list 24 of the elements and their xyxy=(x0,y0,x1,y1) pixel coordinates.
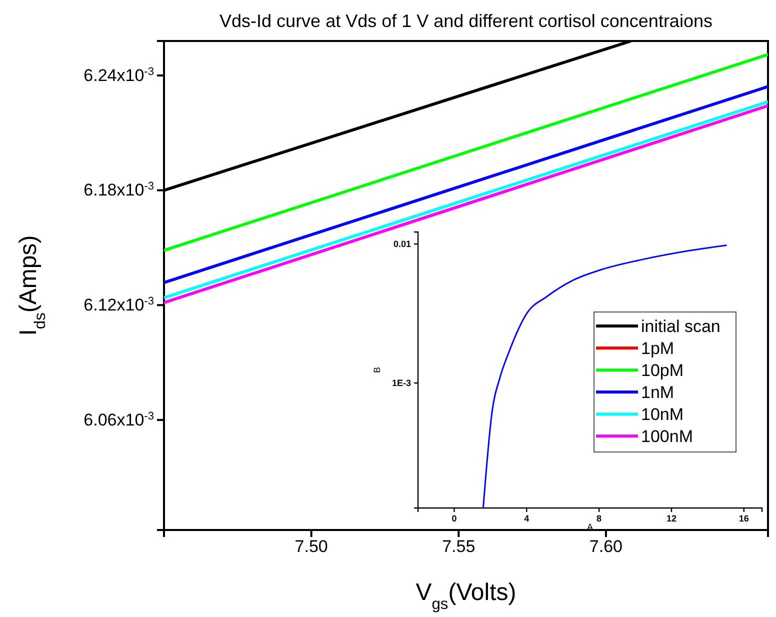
y-tick-label: 6.24x10$^{-3}$ xyxy=(84,66,154,85)
y-tick-label: 0.01 xyxy=(393,238,411,249)
y-tick-label: 6.12x10$^{-3}$ xyxy=(84,296,154,315)
legend-label: 10pM xyxy=(641,361,684,380)
legend-label: 1nM xyxy=(641,383,674,402)
legend-label: 1pM xyxy=(641,339,674,358)
x-tick-label: 7.60 xyxy=(589,537,622,556)
line-series xyxy=(482,244,728,508)
y-tick-label: 1E-3 xyxy=(392,378,411,388)
y-tick-label: 6.06x10$^{-3}$ xyxy=(84,410,154,430)
x-tick-label: 8 xyxy=(596,513,602,524)
y-axis-title: B xyxy=(372,366,382,374)
chart-title: Vds-Id curve at Vds of 1 V and different cortisol concentraions xyxy=(220,11,712,31)
y-tick-label: 6.18x10$^{-3}$ xyxy=(84,180,154,200)
x-tick-label: 4 xyxy=(524,513,530,524)
legend-label: 10nM xyxy=(641,405,684,424)
x-axis-title: V$_{gs}$(Volts) xyxy=(416,579,516,612)
x-tick-label: 0 xyxy=(452,513,457,524)
legend-label: 100nM xyxy=(641,427,693,446)
legend-label: initial scan xyxy=(641,317,720,336)
x-tick-label: 7.50 xyxy=(294,537,328,556)
x-tick-label: 16 xyxy=(738,513,749,524)
x-tick-label: 7.55 xyxy=(442,537,476,556)
x-tick-label: 12 xyxy=(666,513,676,524)
